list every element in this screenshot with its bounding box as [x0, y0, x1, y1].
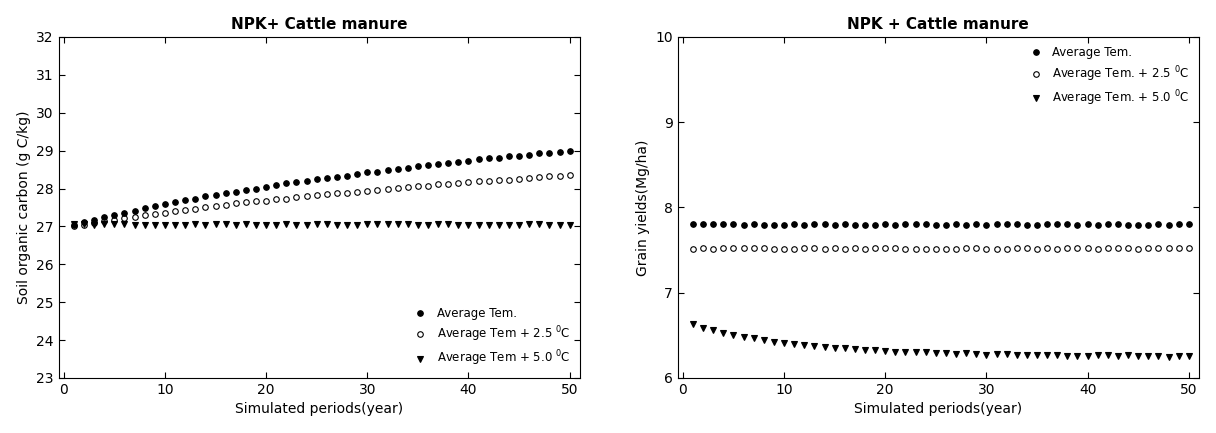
- Legend: Average Tem., Average Tem. + 2.5 $^{0}$C, Average Tem. + 5.0 $^{0}$C: Average Tem., Average Tem. + 2.5 $^{0}$C…: [1020, 43, 1193, 112]
- Legend: Average Tem., Average Tem + 2.5 $^{0}$C, Average Tem + 5.0 $^{0}$C: Average Tem., Average Tem + 2.5 $^{0}$C,…: [405, 303, 574, 372]
- Y-axis label: Soil organic carbon (g C/kg): Soil organic carbon (g C/kg): [17, 111, 30, 304]
- Title: NPK+ Cattle manure: NPK+ Cattle manure: [231, 16, 407, 32]
- Y-axis label: Grain yields(Mg/ha): Grain yields(Mg/ha): [636, 139, 649, 276]
- X-axis label: Simulated periods(year): Simulated periods(year): [855, 402, 1023, 417]
- X-axis label: Simulated periods(year): Simulated periods(year): [235, 402, 404, 417]
- Title: NPK + Cattle manure: NPK + Cattle manure: [848, 16, 1029, 32]
